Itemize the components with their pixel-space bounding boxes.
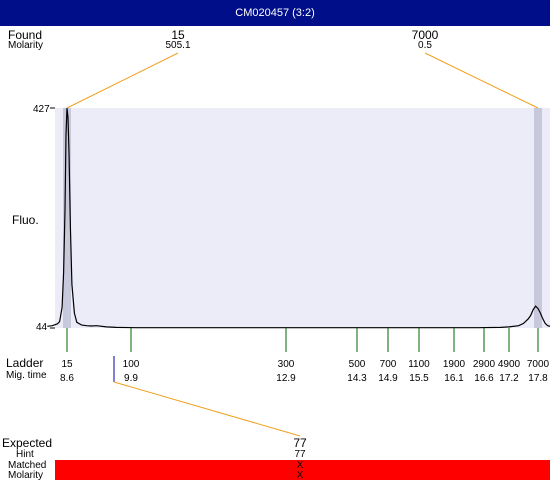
ladder-time-500: 14.3	[347, 373, 367, 384]
found-peak-1-size: 15	[171, 28, 185, 42]
expected-label: Expected	[2, 436, 53, 450]
ladder-time-700: 14.9	[378, 373, 398, 384]
ladder-time-300: 12.9	[276, 373, 296, 384]
found-connector-2	[424, 52, 539, 109]
y-tick-max: 427	[33, 104, 50, 115]
molarity-label: Molarity	[8, 40, 44, 51]
ladder-time-7000: 17.8	[528, 373, 548, 384]
marker-band-1	[63, 108, 71, 328]
hint-label: Hint	[16, 449, 34, 460]
ladder-size-700: 700	[380, 359, 397, 370]
y-tick-min: 44	[36, 322, 48, 333]
found-connector-1	[66, 52, 179, 109]
expected-molarity: X	[296, 470, 304, 481]
title-bar: CM020457 (3:2)	[0, 0, 550, 26]
y-axis-label: Fluo.	[12, 213, 39, 227]
ladder-label: Ladder	[6, 356, 44, 370]
plot-area	[55, 108, 550, 328]
ladder-size-4900: 4900	[498, 359, 521, 370]
ladder-size-100: 100	[123, 359, 140, 370]
trace-line	[47, 107, 550, 329]
found-label: Found	[8, 28, 43, 42]
ladder-time-100: 9.9	[124, 373, 138, 384]
ladder-size-7000: 7000	[527, 359, 550, 370]
found-peak-2-size: 7000	[411, 28, 439, 42]
expected-hint: 77	[294, 449, 306, 460]
ladder-size-15: 15	[61, 359, 73, 370]
matched-bar	[55, 460, 550, 480]
ladder-time-2900: 16.6	[474, 373, 494, 384]
ladder-size-2900: 2900	[473, 359, 496, 370]
matched-label: Matched	[8, 460, 47, 471]
ladder-time-4900: 17.2	[499, 373, 519, 384]
ladder-time-1100: 15.5	[409, 373, 429, 384]
found-peak-2-molarity: 0.5	[418, 40, 432, 51]
ladder-time-15: 8.6	[60, 373, 74, 384]
found-peak-1-molarity: 505.1	[165, 40, 191, 51]
expected-matched: X	[296, 460, 304, 471]
window-title: CM020457 (3:2)	[235, 7, 315, 19]
molarity-bottom-label: Molarity	[8, 470, 44, 481]
expected-connector	[113, 381, 301, 437]
marker-band-2	[534, 108, 542, 328]
expected-value: 77	[293, 436, 307, 450]
mig-time-label: Mig. time	[6, 370, 47, 381]
ladder-size-300: 300	[278, 359, 295, 370]
ladder-size-1900: 1900	[443, 359, 466, 370]
ladder-time-1900: 16.1	[444, 373, 464, 384]
ladder-size-1100: 1100	[408, 359, 430, 370]
ladder-size-500: 500	[349, 359, 366, 370]
